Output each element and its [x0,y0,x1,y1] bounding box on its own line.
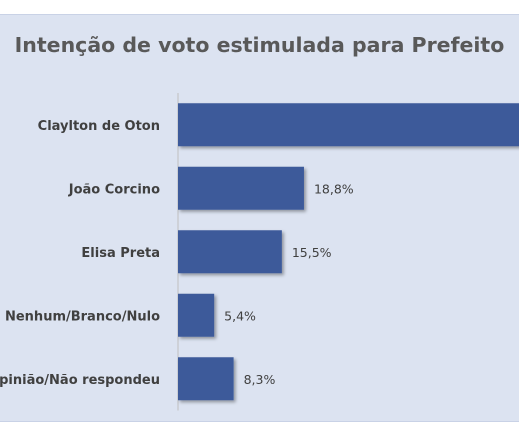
data-label: 8,3% [244,372,276,387]
data-label: 5,4% [224,308,256,323]
bar [178,166,304,210]
bar [178,357,234,401]
bar [178,293,215,337]
bar [178,230,282,274]
category-label: Nenhum/Branco/Nulo [5,309,160,324]
data-label: 18,8% [314,181,354,196]
chart-area: Intenção de voto estimulada para Prefeit… [0,14,519,422]
category-label: Claylton de Oton [38,119,160,134]
chart-title: Intenção de voto estimulada para Prefeit… [14,33,505,57]
data-label: 15,5% [292,245,332,260]
bar [178,103,519,147]
category-label: Elisa Preta [81,246,160,261]
category-label: Não sabe/Sem opinião/Não respondeu [0,373,160,388]
bar-chart-svg: Claylton de Oton João Corcino 18,8% Elisa P… [0,93,519,411]
category-label: João Corcino [68,182,160,197]
